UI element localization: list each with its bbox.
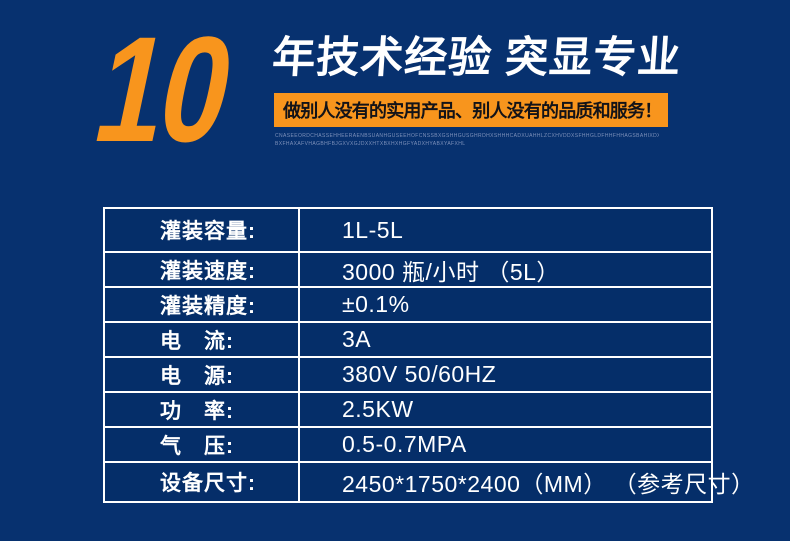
spec-table: 灌装容量: 1L-5L 灌装速度: 3000 瓶/小时 （5L） 灌装精度: ±… <box>103 207 754 503</box>
spec-label: 电 源: <box>105 358 300 391</box>
slogan-banner: 做别人没有的实用产品、别人没有的品质和服务！ <box>274 93 668 127</box>
fine-print-line-2: BXFHAXAFVHAGBHFBJGXVXGJDXXHTXBXHXHGFYADX… <box>275 141 465 147</box>
table-row-air-pressure: 气 压: 0.5-0.7MPA <box>105 426 711 461</box>
spec-value: 3000 瓶/小时 （5L） <box>342 258 560 285</box>
spec-value: 3A <box>342 326 372 352</box>
spec-value: 2450*1750*2400（MM） （参考尺寸） <box>342 471 755 497</box>
slogan-text: 做别人没有的实用产品、别人没有的品质和服务！ <box>283 101 662 121</box>
big-number-10: 10 <box>82 5 246 173</box>
table-row-equipment-size: 设备尺寸: 2450*1750*2400（MM） （参考尺寸） <box>105 461 754 501</box>
table-row-filling-precision: 灌装精度: ±0.1% <box>105 286 711 321</box>
spec-label: 灌装容量: <box>105 209 300 251</box>
headline-text: 年技术经验 突显专业 <box>270 34 683 82</box>
table-row-power-supply: 电 源: 380V 50/60HZ <box>105 356 711 391</box>
spec-label: 灌装速度: <box>105 253 300 286</box>
spec-value: 1L-5L <box>342 216 404 243</box>
fine-print-line-1: CNASEEORDCHASSEHHEERAENBSUANHGUSEEHOFCNS… <box>275 133 659 139</box>
spec-label: 电 流: <box>105 323 300 356</box>
spec-value: 2.5KW <box>342 396 414 422</box>
spec-value: 0.5-0.7MPA <box>342 431 467 457</box>
spec-label: 气 压: <box>105 428 300 461</box>
spec-value: 380V 50/60HZ <box>342 361 497 387</box>
fine-print: CNASEEORDCHASSEHHEERAENBSUANHGUSEEHOFCNS… <box>275 132 659 148</box>
spec-label: 灌装精度: <box>105 288 300 321</box>
spec-label: 设备尺寸: <box>105 463 300 501</box>
table-row-current: 电 流: 3A <box>105 321 711 356</box>
spec-label: 功 率: <box>105 393 300 426</box>
spec-value: ±0.1% <box>342 291 410 317</box>
table-row-filling-speed: 灌装速度: 3000 瓶/小时 （5L） <box>105 251 711 286</box>
table-row-power: 功 率: 2.5KW <box>105 391 711 426</box>
table-row-filling-capacity: 灌装容量: 1L-5L <box>105 209 711 251</box>
